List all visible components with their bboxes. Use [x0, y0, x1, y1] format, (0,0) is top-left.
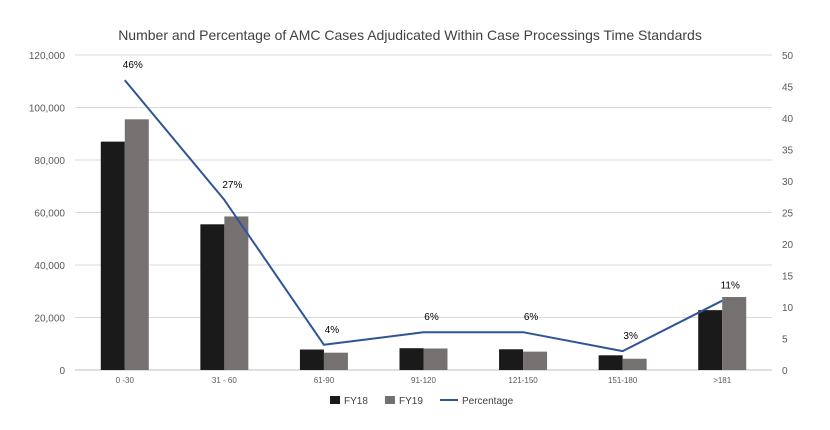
bar-fy19 — [523, 351, 548, 370]
left-axis-tick-label: 20,000 — [34, 314, 65, 325]
percentage-data-label: 6% — [424, 312, 439, 323]
legend-swatch-fy18 — [330, 396, 340, 404]
x-axis-tick-label: 91-120 — [411, 376, 436, 385]
left-axis-tick-label: 60,000 — [34, 209, 65, 220]
left-axis-tick-label: 100,000 — [29, 104, 66, 115]
bar-fy18 — [200, 224, 225, 370]
legend-swatch-fy19 — [385, 396, 395, 404]
right-axis-tick-label: 30 — [782, 177, 794, 188]
bar-fy18 — [598, 355, 623, 370]
chart-title: Number and Percentage of AMC Cases Adjud… — [118, 27, 702, 43]
x-axis-tick-label: 0 -30 — [116, 376, 135, 385]
percentage-data-label: 4% — [325, 325, 340, 336]
bar-fy18 — [499, 349, 524, 370]
legend-label: Percentage — [462, 396, 514, 407]
right-axis-tick-label: 25 — [782, 209, 794, 220]
percentage-line — [124, 79, 723, 353]
bar-fy19 — [124, 119, 149, 370]
x-axis-ticks: 0 -30 31 - 60 61-90 91-120 121-150 151-180 >18… — [116, 376, 732, 385]
bar-fy19 — [622, 358, 647, 370]
left-axis-tick-label: 40,000 — [34, 261, 65, 272]
bar-fy19 — [323, 352, 348, 370]
right-axis-tick-label: 40 — [782, 114, 794, 125]
right-axis-ticks: 0 5 10 15 20 25 30 35 40 45 50 — [782, 51, 794, 377]
right-axis-tick-label: 45 — [782, 83, 794, 94]
bar-fy19 — [722, 297, 747, 370]
left-axis-tick-label: 0 — [59, 366, 65, 377]
percentage-data-label: 6% — [524, 312, 539, 323]
percentage-data-label: 3% — [623, 331, 638, 342]
left-axis-ticks: 0 20,000 40,000 60,000 80,000 100,000 120,000 — [29, 51, 66, 377]
bar-fy18 — [698, 310, 723, 370]
legend-label: FY19 — [399, 396, 423, 407]
x-axis-tick-label: 61-90 — [314, 376, 335, 385]
bar-fy18 — [399, 348, 424, 370]
percentage-data-label: 46% — [123, 60, 143, 71]
right-axis-tick-label: 50 — [782, 51, 794, 62]
x-axis-tick-label: 31 - 60 — [212, 376, 237, 385]
left-axis-tick-label: 120,000 — [29, 51, 66, 62]
bar-fy18 — [299, 349, 324, 370]
x-axis-tick-label: 121-150 — [508, 376, 538, 385]
right-axis-tick-label: 35 — [782, 146, 794, 157]
bar-fy19 — [423, 348, 448, 370]
bar-fy18 — [100, 141, 125, 370]
data-labels: 46% 27% 4% 6% 6% 3% 11% — [123, 60, 740, 342]
bar-fy19 — [224, 216, 249, 370]
right-axis-tick-label: 15 — [782, 272, 794, 283]
left-axis-tick-label: 80,000 — [34, 156, 65, 167]
legend-label: FY18 — [344, 396, 368, 407]
percentage-data-label: 11% — [721, 281, 740, 292]
percentage-data-label: 27% — [222, 180, 242, 191]
bars — [100, 119, 747, 370]
right-axis-tick-label: 10 — [782, 303, 794, 314]
right-axis-tick-label: 0 — [782, 366, 788, 377]
x-axis-tick-label: >181 — [713, 376, 732, 385]
x-axis-tick-label: 151-180 — [608, 376, 638, 385]
legend: FY18 FY19 Percentage — [330, 396, 514, 407]
right-axis-tick-label: 20 — [782, 240, 794, 251]
right-axis-tick-label: 5 — [782, 335, 788, 346]
